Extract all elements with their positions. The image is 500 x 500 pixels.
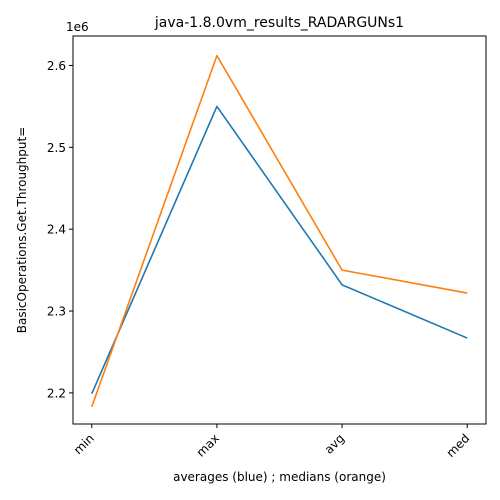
chart-title: java-1.8.0vm_results_RADARGUNs1: [154, 15, 404, 31]
y-tick-label: 2.3: [47, 305, 66, 319]
plot-frame: [73, 36, 486, 424]
y-tick-label: 2.6: [47, 59, 66, 73]
x-tick-label: med: [444, 431, 473, 460]
x-tick-label: max: [194, 431, 222, 459]
x-axis-label: averages (blue) ; medians (orange): [173, 470, 386, 484]
series-lines: [92, 56, 467, 407]
y-axis-offset-label: 1e6: [66, 20, 89, 34]
y-axis-label: BasicOperations.Get.Throughput=: [15, 127, 29, 334]
y-tick-label: 2.4: [47, 223, 66, 237]
axes: 2.2 2.3 2.4 2.5 2.6 min max avg med: [47, 36, 486, 460]
y-tick-label: 2.2: [47, 386, 66, 400]
y-tick-label: 2.5: [47, 141, 66, 155]
series-line-orange: [92, 56, 467, 407]
x-tick-label: avg: [322, 431, 348, 457]
x-tick-label: min: [71, 431, 97, 457]
